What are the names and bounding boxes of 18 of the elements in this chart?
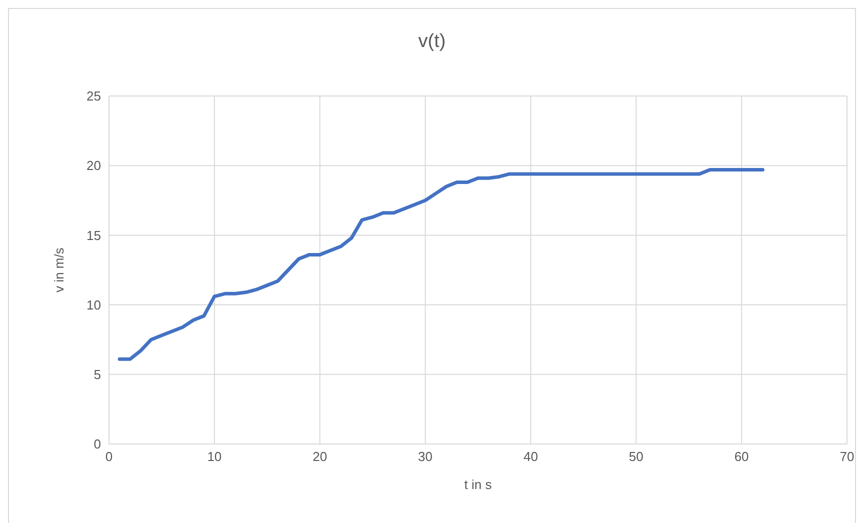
x-tick-label: 70 (840, 449, 854, 464)
y-tick-label: 5 (94, 367, 101, 382)
y-tick-label: 0 (94, 436, 101, 452)
y-tick-label: 10 (86, 297, 101, 312)
y-tick-label: 15 (86, 228, 101, 243)
x-tick-label: 60 (734, 449, 749, 464)
x-tick-label: 30 (418, 449, 433, 464)
x-tick-label: 20 (312, 449, 328, 464)
x-axis-title: t in s (464, 477, 492, 492)
x-tick-label: 50 (628, 449, 644, 464)
y-axis-title: v in m/s (52, 247, 67, 292)
y-tick-label: 20 (86, 158, 101, 174)
x-tick-label: 0 (105, 449, 113, 464)
chart-title: v(t) (417, 31, 447, 53)
line-series (118, 168, 764, 361)
x-tick-label: 10 (207, 449, 222, 464)
x-tick-label: 40 (523, 449, 538, 464)
y-tick-label: 25 (86, 88, 101, 104)
